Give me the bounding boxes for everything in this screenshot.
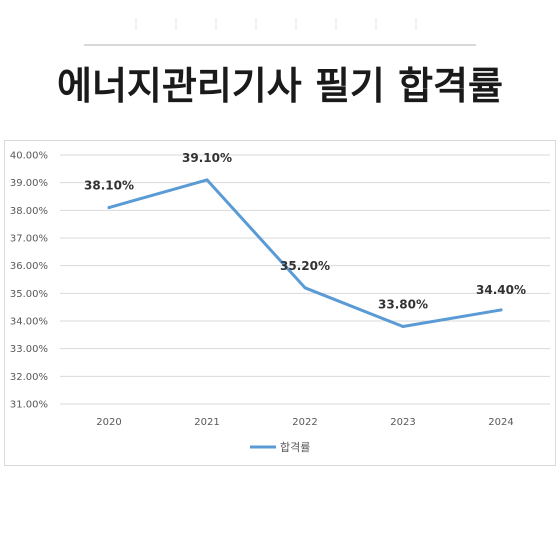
- data-point: [303, 286, 307, 290]
- chart-frame: [4, 140, 556, 466]
- legend: 합격률: [250, 441, 310, 454]
- y-tick-label: 40.00%: [10, 151, 48, 162]
- y-tick-label: 39.00%: [10, 178, 48, 189]
- x-tick-label: 2022: [292, 417, 317, 428]
- data-point: [499, 308, 503, 312]
- y-tick-label: 32.00%: [10, 372, 48, 383]
- series-line: [107, 178, 503, 329]
- data-label: 33.80%: [378, 298, 428, 312]
- data-point: [107, 206, 111, 210]
- x-tick-label: 2020: [96, 417, 121, 428]
- title-divider: [84, 44, 476, 46]
- data-labels: 38.10% 39.10% 35.20% 33.80% 34.40%: [84, 151, 526, 312]
- y-tick-label: 36.00%: [10, 261, 48, 272]
- legend-label: 합격률: [280, 441, 310, 454]
- x-tick-label: 2023: [390, 417, 415, 428]
- y-tick-label: 35.00%: [10, 289, 48, 300]
- y-tick-label: 37.00%: [10, 234, 48, 245]
- data-label: 35.20%: [280, 259, 330, 273]
- y-tick-label: 38.00%: [10, 206, 48, 217]
- x-axis-ticks: 2020 2021 2022 2023 2024: [96, 417, 513, 428]
- data-label: 38.10%: [84, 179, 134, 193]
- y-axis-ticks: 31.00% 32.00% 33.00% 34.00% 35.00% 36.00% 37.0…: [10, 151, 48, 411]
- y-tick-label: 31.00%: [10, 400, 48, 411]
- y-tick-label: 33.00%: [10, 344, 48, 355]
- page-title: 에너지관리기사 필기 합격률: [57, 64, 503, 108]
- top-decoration: [135, 18, 417, 30]
- data-label: 39.10%: [182, 151, 232, 165]
- x-tick-label: 2024: [488, 417, 513, 428]
- data-point: [205, 178, 209, 182]
- data-label: 34.40%: [476, 283, 526, 297]
- x-tick-label: 2021: [194, 417, 219, 428]
- data-point: [401, 325, 405, 329]
- series-layer: [107, 178, 503, 329]
- gridlines: [60, 154, 550, 405]
- y-tick-label: 34.00%: [10, 317, 48, 328]
